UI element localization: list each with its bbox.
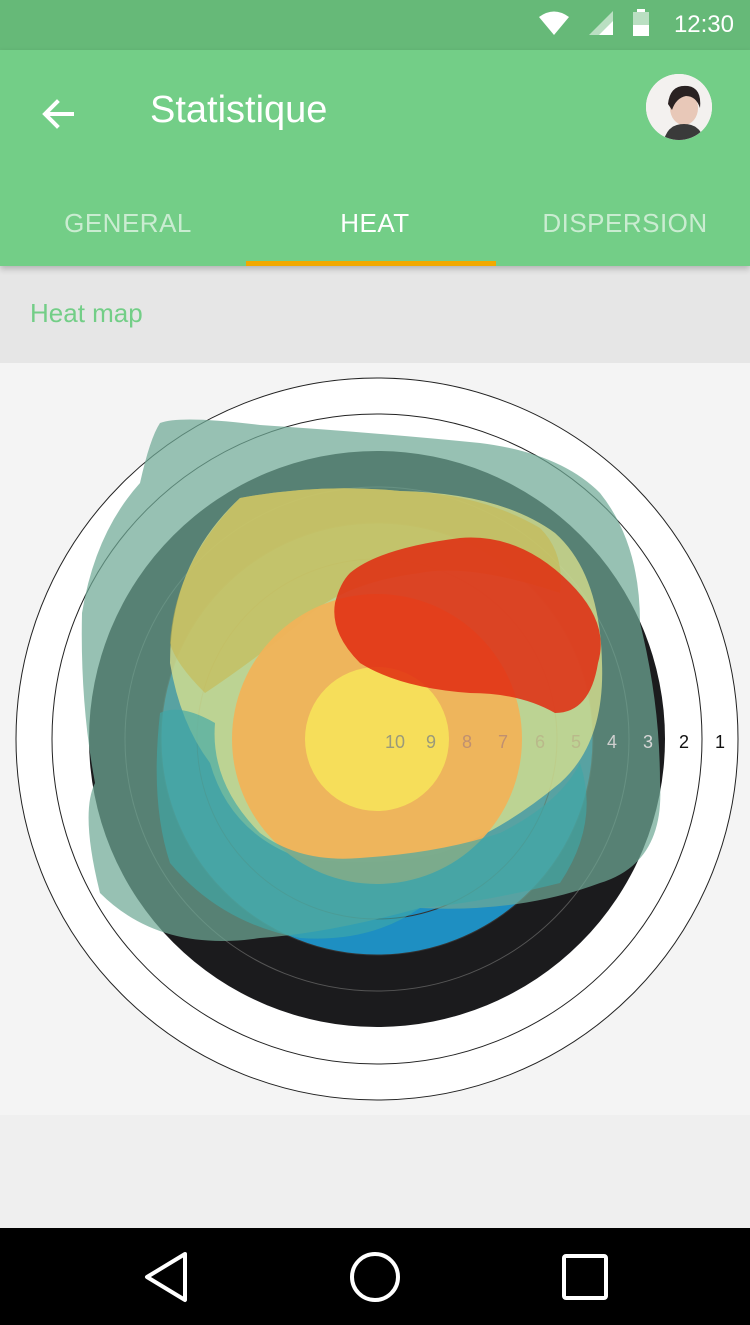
status-bar: 12:30 [0, 0, 750, 50]
wifi-icon [538, 10, 570, 41]
system-nav-bar [0, 1228, 750, 1325]
status-icons: 12:30 [538, 8, 734, 42]
heat-zone-hot [334, 537, 601, 713]
nav-home-button[interactable] [315, 1228, 435, 1325]
section-title: Heat map [30, 298, 143, 328]
page-title: Statistique [150, 89, 328, 131]
nav-back-button[interactable] [106, 1228, 226, 1325]
battery-icon [632, 8, 650, 42]
user-avatar[interactable] [646, 74, 712, 140]
ring-label-7: 7 [498, 732, 508, 752]
ring-label-8: 8 [462, 732, 472, 752]
heat-zone-teal [156, 709, 587, 939]
ring-label-9: 9 [426, 732, 436, 752]
section-header: Heat map [0, 266, 750, 363]
ring-label-1: 1 [715, 732, 725, 752]
ring-label-6: 6 [535, 732, 545, 752]
home-circle-icon [350, 1251, 400, 1302]
ring-label-2: 2 [679, 732, 689, 752]
tab-bar: GENERAL HEAT DISPERSION [0, 180, 750, 266]
ring-labels: 10 9 8 7 6 5 4 3 2 1 [385, 732, 725, 752]
heat-overlay [81, 419, 661, 941]
back-button[interactable] [30, 86, 86, 142]
back-triangle-icon [145, 1251, 187, 1302]
ring-label-3: 3 [643, 732, 653, 752]
ring-label-4: 4 [607, 732, 617, 752]
ring-label-5: 5 [571, 732, 581, 752]
app-bar: Statistique GENERAL HEAT DISPERSION [0, 50, 750, 266]
heat-map-target: 10 9 8 7 6 5 4 3 2 1 [15, 377, 739, 1101]
signal-icon [588, 10, 614, 41]
arrow-left-icon [42, 99, 74, 129]
tab-dispersion[interactable]: DISPERSION [542, 207, 708, 238]
tab-indicator [246, 261, 496, 266]
heat-zone-core [305, 667, 449, 811]
nav-recents-button[interactable] [525, 1228, 645, 1325]
status-time: 12:30 [673, 11, 734, 38]
recents-square-icon [562, 1253, 608, 1300]
tab-general[interactable]: GENERAL [64, 207, 192, 238]
heat-map-panel: 10 9 8 7 6 5 4 3 2 1 [0, 363, 750, 1115]
ring-label-10: 10 [385, 732, 405, 752]
tab-heat[interactable]: HEAT [340, 207, 410, 238]
